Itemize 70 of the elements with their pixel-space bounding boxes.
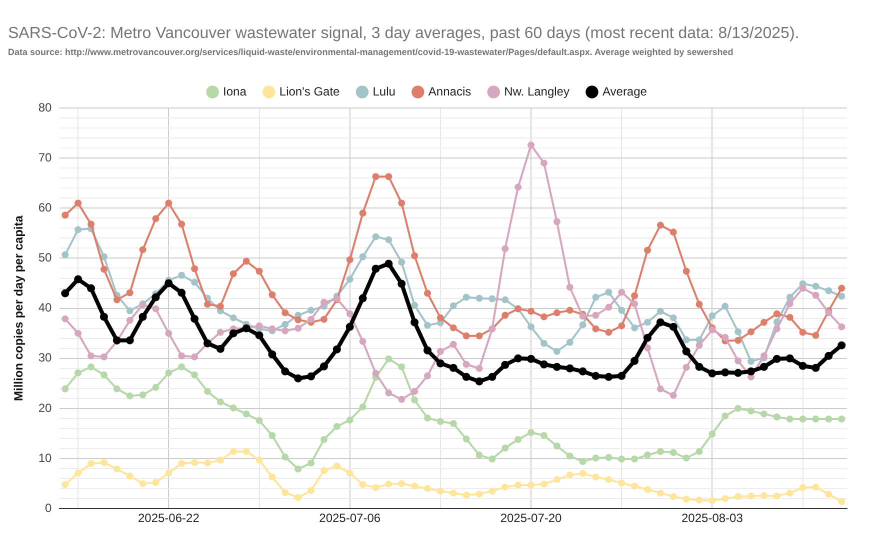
point — [605, 304, 612, 311]
point — [100, 353, 108, 360]
point — [696, 342, 703, 349]
point — [152, 305, 160, 312]
point — [308, 316, 315, 323]
point — [553, 218, 560, 226]
point — [618, 288, 626, 296]
point — [462, 360, 470, 368]
point — [256, 322, 263, 330]
point — [476, 364, 483, 372]
legend-label: Average — [602, 84, 648, 98]
y-axis-title: Million copies per day per capita — [12, 215, 26, 401]
x-tick-label: 2025-08-03 — [682, 511, 744, 526]
point — [566, 284, 574, 291]
point — [88, 352, 95, 360]
point — [74, 330, 82, 337]
point — [812, 292, 820, 299]
point — [359, 338, 366, 345]
point — [346, 310, 354, 318]
point — [799, 284, 806, 292]
point — [670, 392, 677, 399]
legend-label: Lion's Gate — [279, 84, 340, 98]
point — [514, 184, 522, 191]
point — [592, 312, 600, 319]
y-tick-label: 20 — [38, 400, 52, 415]
y-tick-label: 60 — [38, 200, 52, 214]
x-tick-label: 2025-06-22 — [138, 511, 200, 526]
point — [282, 327, 289, 334]
point — [411, 388, 418, 395]
point — [372, 370, 380, 377]
point — [656, 385, 664, 392]
point — [385, 389, 392, 396]
y-tick-label: 30 — [38, 350, 52, 365]
legend-label: Lulu — [372, 84, 396, 98]
point — [773, 325, 780, 332]
legend-label: Nw. Langley — [504, 84, 570, 98]
point — [398, 396, 406, 403]
point — [838, 323, 846, 330]
point — [502, 245, 509, 252]
x-tick-label: 2025-07-06 — [319, 511, 381, 526]
x-tick-label: 2025-07-20 — [500, 511, 562, 526]
point — [178, 352, 186, 360]
point — [644, 344, 651, 352]
point — [216, 328, 224, 336]
point — [126, 316, 134, 324]
legend-label: Iona — [223, 84, 247, 98]
point — [320, 298, 328, 306]
point — [631, 300, 638, 308]
point — [682, 364, 690, 371]
legend-label: Annacis — [428, 84, 472, 98]
point — [165, 330, 172, 337]
point — [424, 372, 431, 380]
point — [540, 160, 548, 167]
y-tick-label: 70 — [38, 150, 52, 164]
point — [450, 340, 457, 348]
y-tick-label: 50 — [38, 250, 52, 265]
chart-title: SARS-CoV-2: Metro Vancouver wastewater signal, 3 day averages, past 60 days (most recent data: 8/13/2025). — [8, 25, 800, 42]
point — [436, 348, 444, 355]
y-tick-label: 40 — [38, 300, 52, 315]
point — [786, 300, 794, 308]
point — [528, 142, 535, 149]
y-tick-label: 10 — [38, 450, 52, 465]
point — [722, 334, 729, 341]
point — [62, 315, 69, 322]
chart-subtitle: Data source: http://www.metrovancouver.org/services/liquid-waste/environmental-management/covid-19-wastewater/Pages/default.aspx. Average weighted by sewershed — [8, 47, 734, 58]
y-tick-label: 0 — [45, 500, 52, 515]
y-tick-label: 80 — [38, 100, 52, 114]
point — [191, 353, 198, 360]
point — [294, 324, 302, 332]
point — [734, 357, 742, 364]
